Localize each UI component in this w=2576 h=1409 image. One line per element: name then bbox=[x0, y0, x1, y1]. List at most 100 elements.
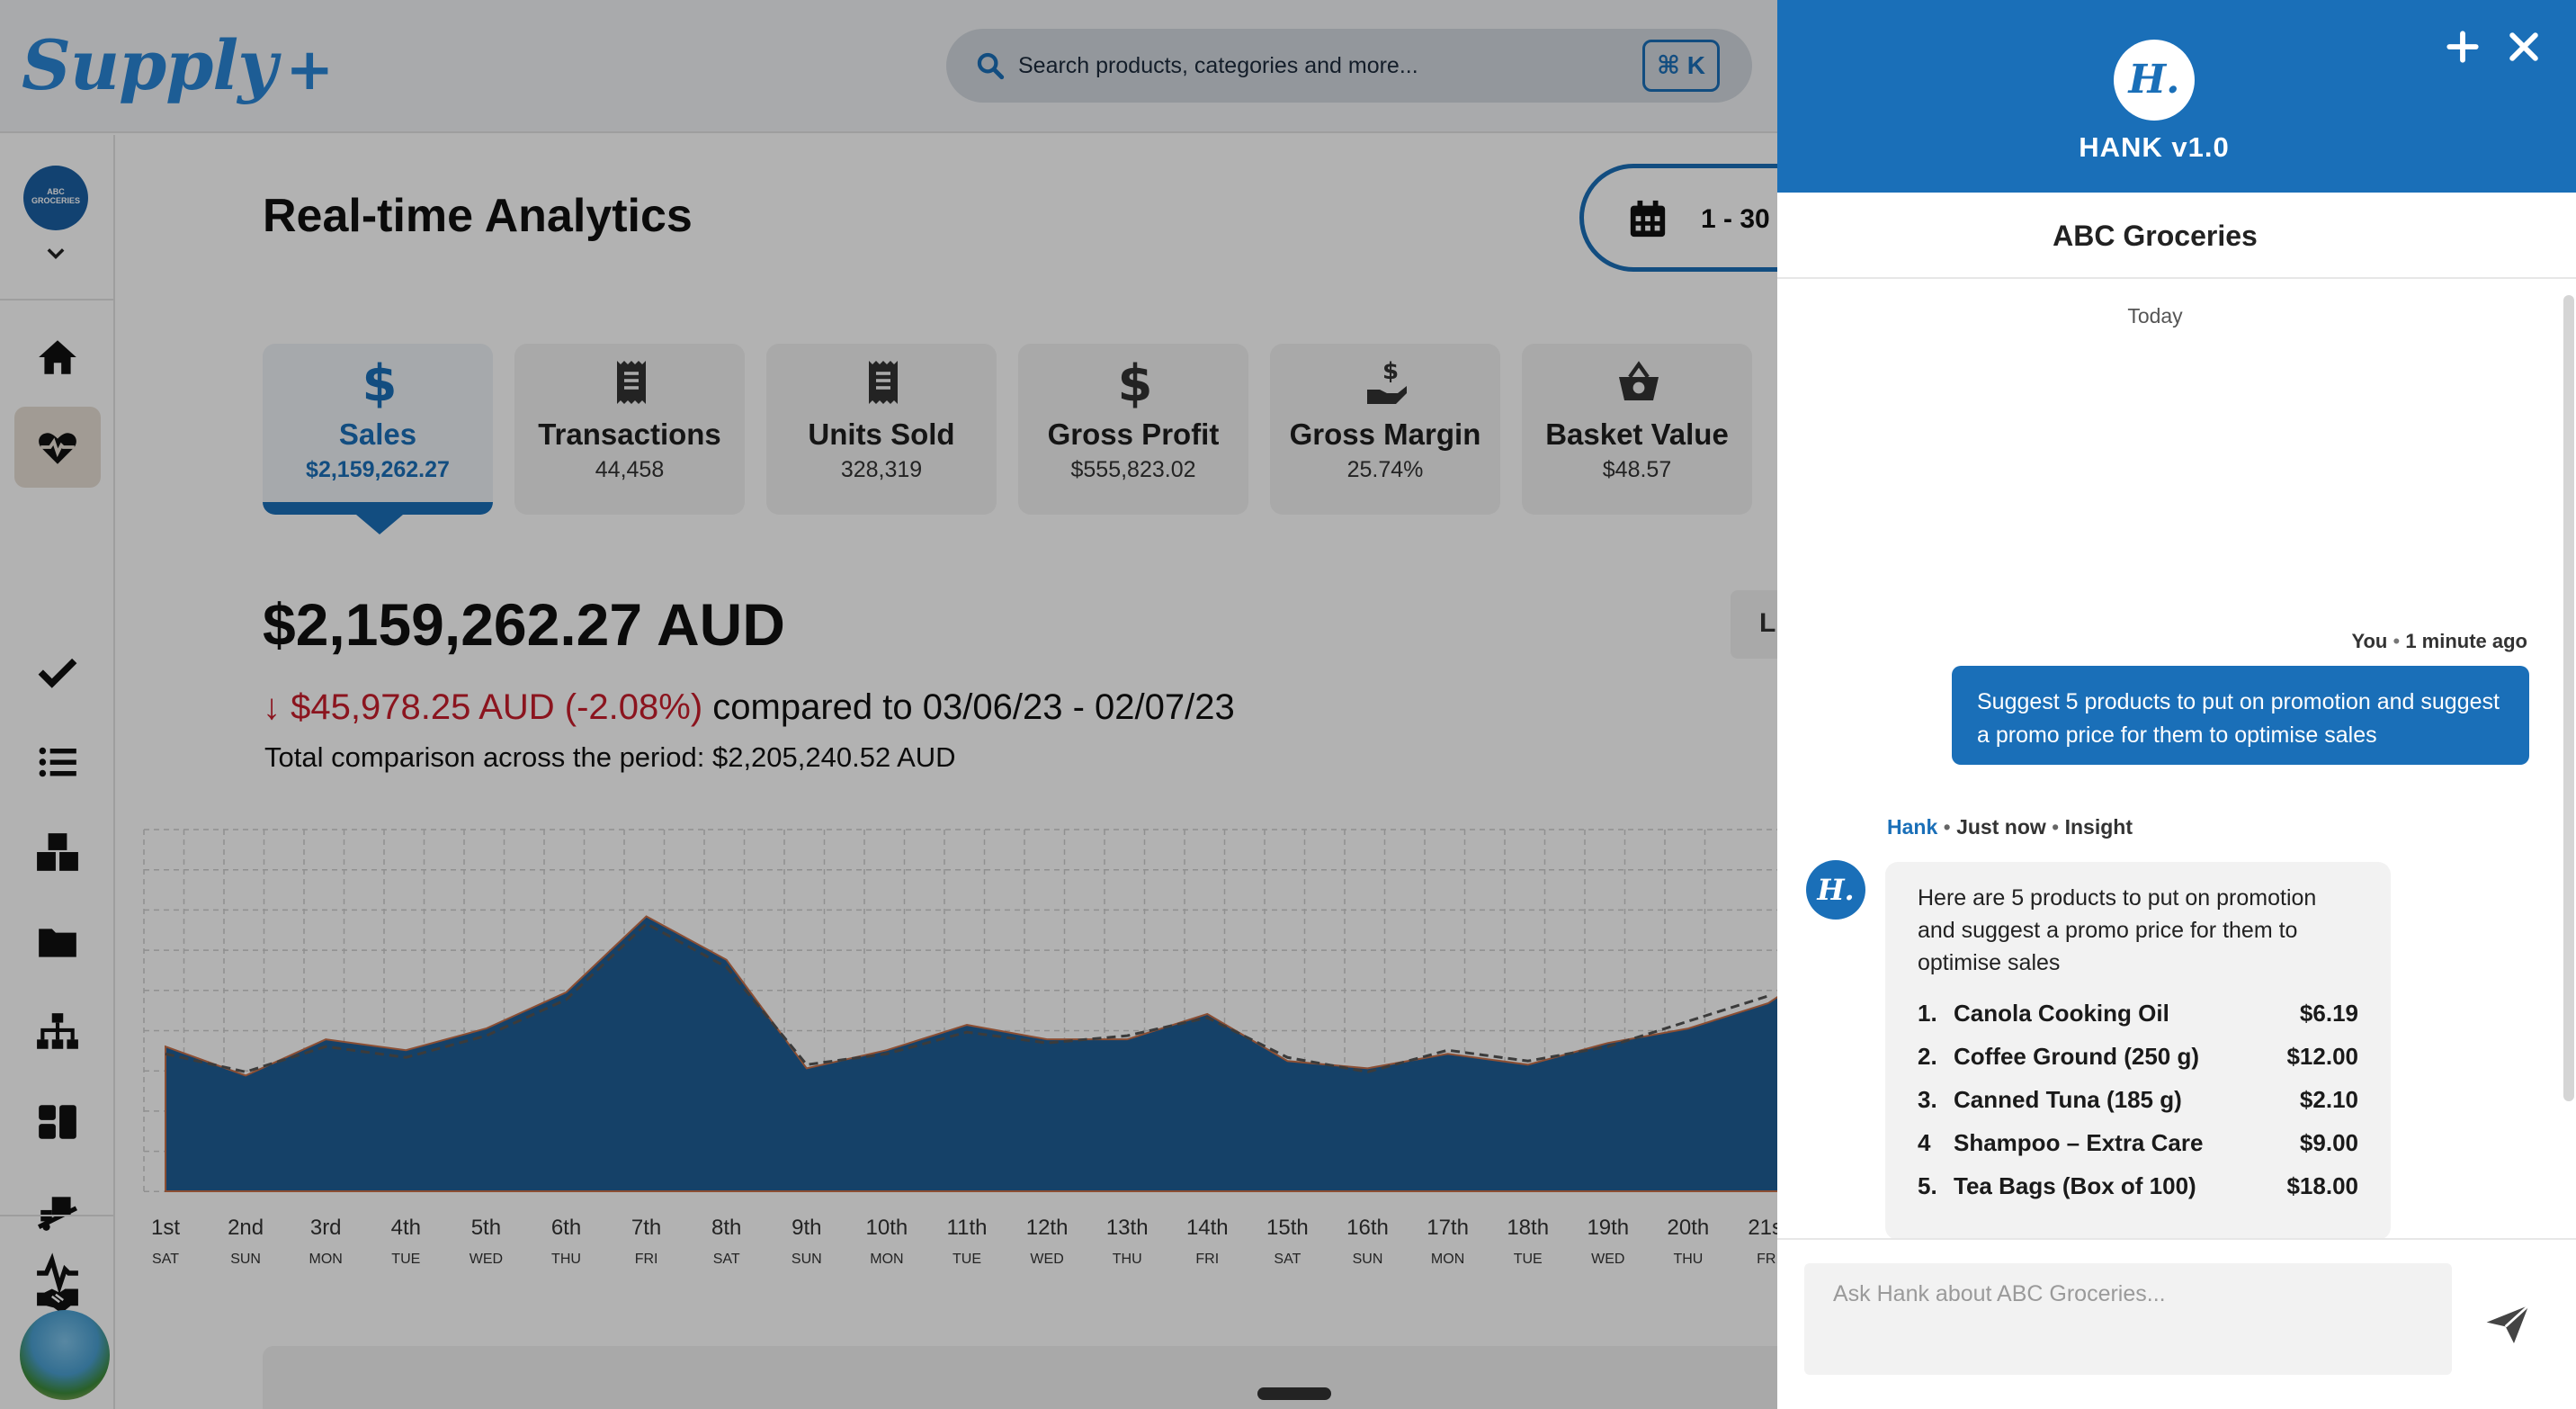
legend-button-label: L bbox=[1759, 608, 1776, 638]
metric-label: Gross Profit bbox=[1047, 417, 1220, 451]
close-icon[interactable] bbox=[2504, 27, 2544, 67]
app-logo[interactable]: Supply + bbox=[22, 25, 334, 105]
org-avatar-text: ABC GROCERIES bbox=[31, 187, 80, 205]
bot-meta-name: Hank bbox=[1887, 815, 1938, 839]
bot-meta-time: Just now bbox=[1956, 815, 2046, 839]
day-divider: Today bbox=[2127, 304, 2183, 328]
svg-text:$: $ bbox=[362, 356, 398, 408]
logo-text: Supply bbox=[22, 25, 277, 105]
home-icon bbox=[39, 340, 76, 374]
boxes-icon bbox=[37, 833, 78, 871]
dollar-icon: $ bbox=[362, 356, 398, 408]
chat-composer bbox=[1777, 1238, 2576, 1409]
receipt-icon bbox=[617, 361, 646, 404]
bot-name: HANK v1.0 bbox=[2079, 131, 2230, 163]
logo-plus: + bbox=[285, 37, 334, 103]
sidebar-item-deliveries[interactable] bbox=[14, 1171, 101, 1252]
list-item: 5. Tea Bags (Box of 100) $18.00 bbox=[1918, 1164, 2358, 1207]
promo-product: Coffee Ground (250 g) bbox=[1954, 1043, 2200, 1070]
search-icon bbox=[977, 52, 1005, 80]
sidebar: ABC GROCERIES bbox=[0, 135, 115, 1409]
calendar-icon bbox=[1630, 200, 1666, 238]
metric-value: $2,159,262.27 bbox=[306, 457, 450, 482]
hand-dollar-icon: $ bbox=[1367, 358, 1407, 404]
user-meta-time: 1 minute ago bbox=[2405, 630, 2527, 652]
sidebar-item-hierarchy[interactable] bbox=[14, 992, 101, 1072]
promo-product: Canola Cooking Oil bbox=[1954, 1000, 2169, 1027]
promo-price: $2.10 bbox=[2299, 1086, 2358, 1113]
send-icon[interactable] bbox=[2482, 1299, 2533, 1350]
search-input[interactable] bbox=[1018, 29, 1630, 103]
metric-label: Sales bbox=[338, 417, 417, 451]
sidebar-item-inventory[interactable] bbox=[14, 812, 101, 893]
comparison-range: compared to 03/06/23 - 02/07/23 bbox=[712, 687, 1235, 727]
page-title: Real-time Analytics bbox=[263, 190, 693, 242]
metric-card-basket-value[interactable]: Basket Value $48.57 bbox=[1522, 344, 1752, 515]
list-item: 3. Canned Tuna (185 g) $2.10 bbox=[1918, 1078, 2358, 1121]
metric-value: 328,319 bbox=[840, 457, 923, 482]
metric-value: $48.57 bbox=[1602, 457, 1672, 482]
metric-card-gross-margin[interactable]: $ Gross Margin 25.74% bbox=[1270, 344, 1500, 515]
metric-value: 25.74% bbox=[1346, 457, 1424, 482]
promo-number: 1. bbox=[1918, 1000, 1937, 1027]
sidebar-item-activity[interactable] bbox=[14, 1233, 101, 1314]
chat-input[interactable] bbox=[1804, 1263, 2452, 1375]
sidebar-item-lists[interactable] bbox=[14, 722, 101, 803]
promo-number: 4 bbox=[1918, 1129, 1931, 1156]
list-item: 1. Canola Cooking Oil $6.19 bbox=[1918, 992, 2358, 1035]
basket-icon bbox=[1619, 361, 1659, 400]
metric-label: Units Sold bbox=[808, 417, 955, 451]
sidebar-item-analytics[interactable] bbox=[14, 407, 101, 488]
hank-avatar: H. bbox=[1806, 860, 1865, 920]
sidebar-item-home[interactable] bbox=[14, 317, 101, 398]
chat-header: H. HANK v1.0 bbox=[1777, 0, 2576, 193]
bottom-panel bbox=[263, 1346, 1792, 1409]
sidebar-item-dashboard[interactable] bbox=[14, 1081, 101, 1162]
metric-card-units-sold[interactable]: Units Sold 328,319 bbox=[766, 344, 997, 515]
org-avatar[interactable]: ABC GROCERIES bbox=[23, 166, 88, 230]
truck-ramp-icon bbox=[38, 1197, 77, 1231]
layout-icon bbox=[39, 1105, 76, 1139]
promo-price: $18.00 bbox=[2286, 1172, 2358, 1199]
scroll-handle[interactable] bbox=[1257, 1387, 1331, 1400]
metric-label: Transactions bbox=[538, 417, 721, 451]
bot-message-bubble: Here are 5 products to put on promotion … bbox=[1885, 862, 2391, 1240]
meta-separator: • bbox=[2387, 630, 2406, 652]
period-total: $2,159,262.27 AUD bbox=[263, 591, 785, 658]
promo-price: $9.00 bbox=[2299, 1129, 2358, 1156]
chat-scrollbar[interactable] bbox=[2563, 295, 2574, 1101]
promo-list: 1. Canola Cooking Oil $6.19 2. Coffee Groun… bbox=[1918, 992, 2358, 1207]
chat-org-name: ABC Groceries bbox=[1777, 193, 2576, 279]
promo-product: Canned Tuna (185 g) bbox=[1954, 1086, 2182, 1113]
metric-card-transactions[interactable]: Transactions 44,458 bbox=[514, 344, 745, 515]
check-icon bbox=[38, 658, 77, 688]
chevron-down-icon[interactable] bbox=[43, 241, 68, 266]
dollar-icon: $ bbox=[1118, 356, 1153, 408]
list-item: 2. Coffee Ground (250 g) $12.00 bbox=[1918, 1035, 2358, 1078]
sidebar-item-partners[interactable] bbox=[14, 1260, 101, 1341]
metric-card-sales[interactable]: $ Sales $2,159,262.27 bbox=[263, 344, 493, 515]
sidebar-item-files[interactable] bbox=[14, 902, 101, 983]
sitemap-icon bbox=[37, 1013, 78, 1049]
meta-separator: • bbox=[1937, 815, 1957, 839]
handshake-icon bbox=[37, 1288, 78, 1314]
svg-text:$: $ bbox=[1382, 358, 1399, 385]
comparison-delta: $45,978.25 AUD (-2.08%) bbox=[291, 687, 703, 727]
promo-number: 3. bbox=[1918, 1086, 1937, 1113]
plus-icon[interactable] bbox=[2443, 27, 2482, 67]
active-card-pointer bbox=[356, 515, 403, 534]
folder-icon bbox=[39, 929, 76, 957]
down-arrow-icon: ↓ bbox=[263, 687, 291, 727]
user-avatar[interactable] bbox=[20, 1310, 110, 1400]
promo-price: $12.00 bbox=[2286, 1043, 2358, 1070]
comparison-total: Total comparison across the period: $2,2… bbox=[264, 741, 956, 773]
metric-card-gross-profit[interactable]: $ Gross Profit $555,823.02 bbox=[1018, 344, 1248, 515]
hank-chat-panel: H. HANK v1.0 ABC Groceries Today You • 1… bbox=[1777, 0, 2576, 1409]
promo-number: 5. bbox=[1918, 1172, 1937, 1199]
hank-logo: H. bbox=[2114, 40, 2195, 121]
svg-text:$: $ bbox=[1118, 356, 1153, 408]
search-bar[interactable]: ⌘ K bbox=[946, 29, 1752, 103]
metric-label: Gross Margin bbox=[1289, 417, 1481, 451]
modal-overlay[interactable] bbox=[0, 0, 1777, 1409]
sidebar-item-tasks[interactable] bbox=[14, 632, 101, 713]
